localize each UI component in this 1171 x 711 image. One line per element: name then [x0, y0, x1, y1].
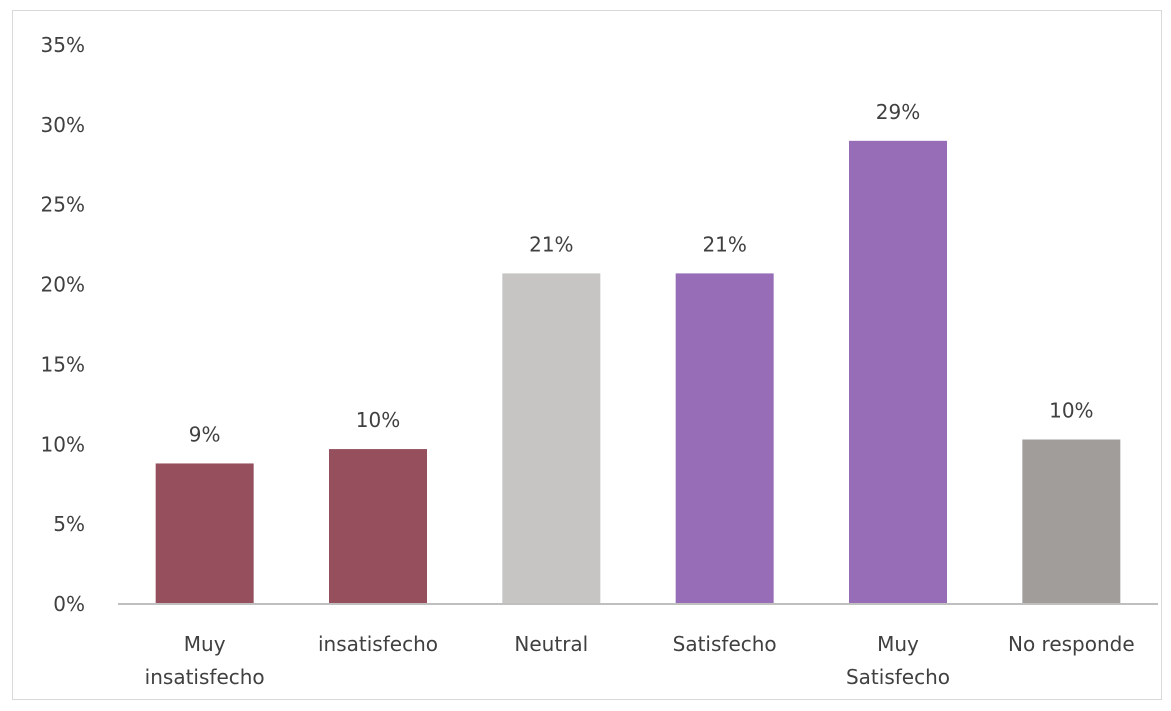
x-category-label: insatisfecho [318, 632, 438, 656]
x-category-label: Satisfecho [846, 665, 950, 689]
x-category-label: Muy [184, 632, 226, 656]
y-tick-label: 15% [41, 352, 85, 376]
y-tick-label: 10% [41, 432, 85, 456]
y-tick-label: 5% [53, 512, 85, 536]
y-tick-label: 25% [41, 193, 85, 217]
y-tick-label: 0% [53, 592, 85, 616]
data-label: 9% [189, 422, 221, 446]
x-category-label: No responde [1008, 632, 1135, 656]
chart-frame: 0% 5% 10% 15% 20% 25% 30% 35% 9% Muy insatisfecho 1… [12, 10, 1162, 700]
x-category-label: Muy [877, 632, 919, 656]
data-label: 21% [702, 232, 746, 256]
bar-chart: 0% 5% 10% 15% 20% 25% 30% 35% 9% Muy insatisfecho 1… [41, 33, 1158, 689]
x-category-label: Satisfecho [673, 632, 777, 656]
y-tick-label: 35% [41, 33, 85, 57]
bar [675, 273, 774, 604]
data-label: 10% [1049, 398, 1093, 422]
data-label: 29% [876, 100, 920, 124]
data-label: 21% [529, 232, 573, 256]
bar [329, 449, 427, 604]
y-tick-label: 20% [41, 273, 85, 297]
bar [155, 463, 254, 604]
x-category-label: insatisfecho [145, 665, 265, 689]
bar [502, 273, 601, 604]
y-tick-label: 30% [41, 113, 85, 137]
x-category-label: Neutral [514, 632, 588, 656]
bar [1022, 439, 1121, 604]
bar [849, 140, 947, 605]
data-label: 10% [356, 408, 400, 432]
